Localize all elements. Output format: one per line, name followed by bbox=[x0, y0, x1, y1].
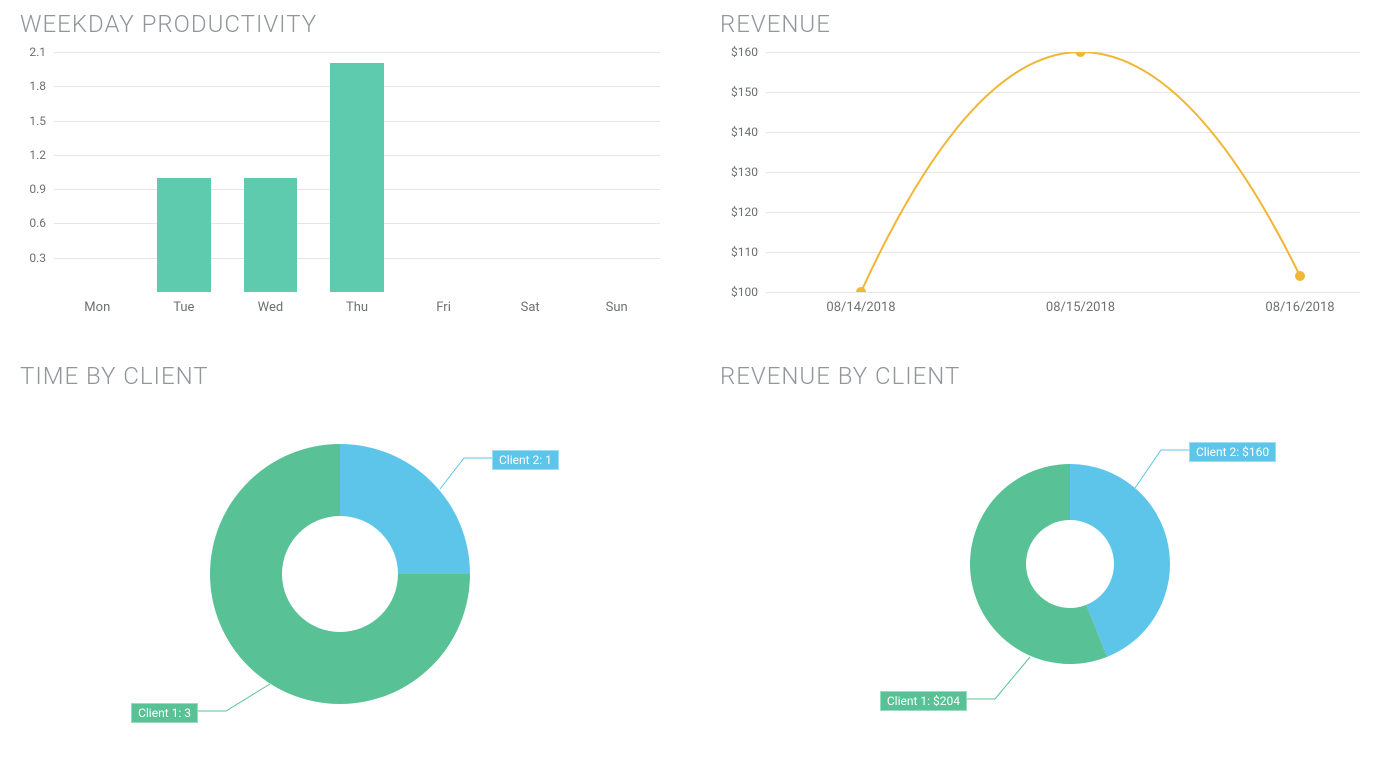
line-marker[interactable] bbox=[1076, 52, 1086, 57]
bar-xlabel: Tue bbox=[173, 300, 194, 315]
line-ytick-label: $160 bbox=[731, 45, 758, 59]
line-xlabel: 08/14/2018 bbox=[826, 300, 895, 315]
donut-leader-line bbox=[440, 458, 492, 489]
line-xlabel: 08/15/2018 bbox=[1046, 300, 1115, 315]
bar-ytick-label: 1.2 bbox=[29, 148, 46, 162]
bar-ytick-label: 2.1 bbox=[29, 45, 46, 59]
bar-xlabel: Fri bbox=[436, 300, 451, 315]
revenue-by-client-title: REVENUE BY CLIENT bbox=[720, 362, 1380, 390]
line-ytick-label: $110 bbox=[731, 245, 758, 259]
bar-ytick-label: 1.8 bbox=[29, 79, 46, 93]
line-chart-plot bbox=[766, 52, 1360, 292]
donut-slice-label: Client 2: $160 bbox=[1189, 442, 1276, 462]
donut-slice[interactable] bbox=[340, 444, 470, 574]
donut-leader-line bbox=[967, 657, 1030, 699]
line-ytick-label: $140 bbox=[731, 125, 758, 139]
line-ytick-label: $130 bbox=[731, 165, 758, 179]
bar-ytick-label: 1.5 bbox=[29, 114, 46, 128]
line-chart-xaxis: 08/14/2018 08/15/2018 08/16/2018 bbox=[766, 296, 1360, 322]
line-gridline bbox=[766, 292, 1360, 293]
bar-ytick-label: 0.3 bbox=[29, 251, 46, 265]
line-marker[interactable] bbox=[856, 287, 866, 292]
time-by-client-title: TIME BY CLIENT bbox=[20, 362, 680, 390]
bar[interactable] bbox=[244, 178, 298, 292]
line-chart-yaxis: $100$110$120$130$140$150$160 bbox=[720, 52, 762, 292]
line-ytick-label: $100 bbox=[731, 285, 758, 299]
line-ytick-label: $150 bbox=[731, 85, 758, 99]
revenue-title: REVENUE bbox=[720, 10, 1380, 38]
weekday-productivity-title: WEEKDAY PRODUCTIVITY bbox=[20, 10, 680, 38]
revenue-by-client-panel: REVENUE BY CLIENT Client 1: $204 Client 2… bbox=[720, 362, 1380, 744]
donut-svg bbox=[20, 404, 660, 744]
time-by-client-panel: TIME BY CLIENT Client 1: 3 Client 2: 1 bbox=[20, 362, 680, 744]
line-ytick-label: $120 bbox=[731, 205, 758, 219]
bar-gridline bbox=[54, 52, 660, 53]
line-chart-svg bbox=[766, 52, 1360, 292]
weekday-productivity-chart: 0.30.60.91.21.51.82.1 MonTueWedThuFriSat… bbox=[20, 52, 660, 322]
bar-ytick-label: 0.9 bbox=[29, 182, 46, 196]
bar[interactable] bbox=[330, 63, 384, 292]
revenue-by-client-chart: Client 1: $204 Client 2: $160 bbox=[720, 404, 1360, 744]
donut-slice-label: Client 1: 3 bbox=[131, 703, 198, 723]
donut-slice-label: Client 2: 1 bbox=[492, 450, 559, 470]
bar-xlabel: Sun bbox=[606, 300, 628, 315]
line-path bbox=[861, 52, 1300, 292]
revenue-panel: REVENUE $100 $110 $120 $130 $140 $150 $160 08/… bbox=[720, 10, 1380, 322]
revenue-chart: $100$110$120$130$140$150$160 08/14/20180… bbox=[720, 52, 1360, 322]
bar[interactable] bbox=[157, 178, 211, 292]
line-xlabel: 08/16/2018 bbox=[1265, 300, 1334, 315]
bar-xlabel: Mon bbox=[84, 300, 110, 315]
bar-ytick-label: 0.6 bbox=[29, 216, 46, 230]
line-marker[interactable] bbox=[1295, 271, 1305, 281]
donut-leader-line bbox=[1135, 450, 1189, 488]
bar-xlabel: Sat bbox=[521, 300, 540, 315]
bar-xlabel: Thu bbox=[346, 300, 368, 315]
time-by-client-chart: Client 1: 3 Client 2: 1 bbox=[20, 404, 660, 744]
donut-slice-label: Client 1: $204 bbox=[880, 691, 967, 711]
bar-chart-xaxis: Mon Tue Wed Thu Fri Sat Sun bbox=[54, 296, 660, 322]
weekday-productivity-panel: WEEKDAY PRODUCTIVITY 0.3 0.6 0.9 1.2 1.5 1.8 2… bbox=[20, 10, 680, 322]
bar-chart-plot bbox=[54, 52, 660, 292]
bar-chart-yaxis: 0.30.60.91.21.51.82.1 bbox=[20, 52, 50, 292]
bar-xlabel: Wed bbox=[258, 300, 284, 315]
donut-leader-line bbox=[198, 684, 270, 711]
